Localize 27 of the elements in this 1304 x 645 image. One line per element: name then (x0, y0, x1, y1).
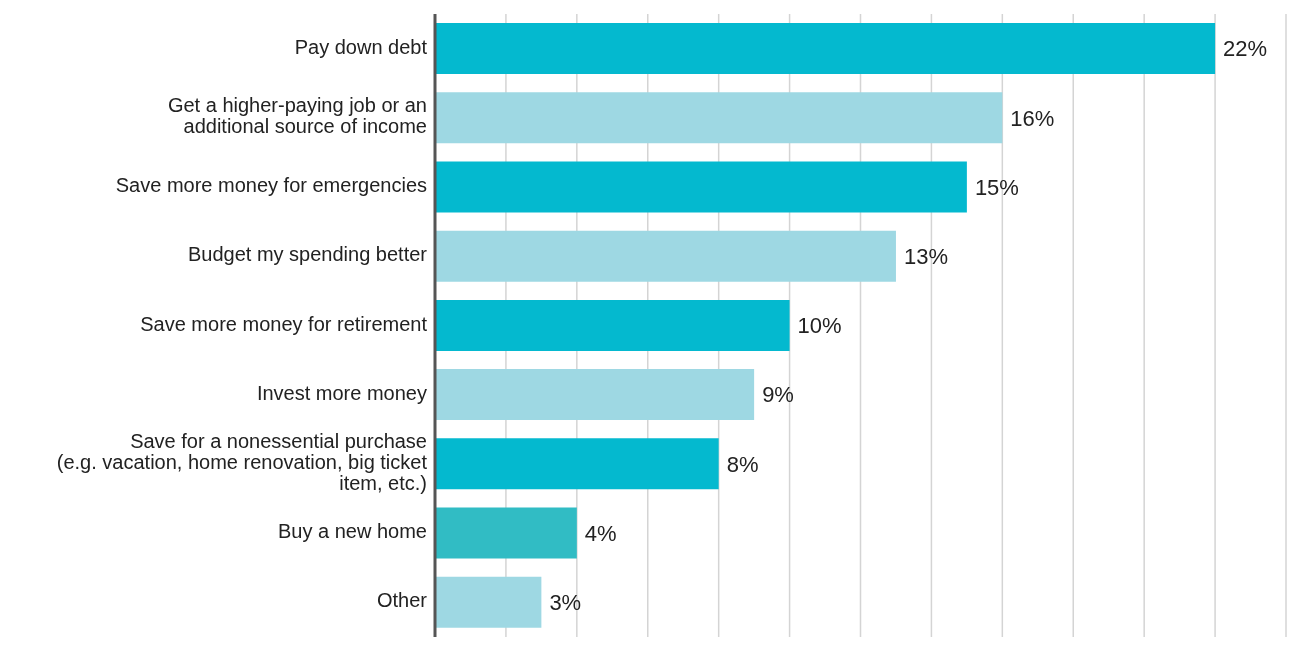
bar (435, 507, 577, 559)
data-label: 13% (903, 243, 949, 269)
y-tick-label: Save more money for retirement (140, 312, 428, 335)
bar (435, 230, 896, 282)
y-tick-label: Budget my spending better (187, 243, 428, 266)
y-tick-label: Invest more money (256, 382, 427, 404)
data-label: 8% (726, 451, 759, 477)
data-label: 4% (584, 520, 617, 546)
y-tick-label: Pay down debt (294, 35, 428, 58)
y-tick-label: Buy a new home (278, 520, 427, 543)
bar (435, 438, 719, 490)
y-tick-label: Other (376, 589, 428, 612)
bar (435, 92, 1003, 144)
y-tick-label: Save for a nonessential purchase (e.g. vacation, home renovation, big ticket item, etc.) (56, 430, 428, 495)
data-label: 3% (549, 590, 582, 616)
bar (435, 161, 967, 213)
data-label: 16% (1010, 105, 1055, 131)
bar (435, 299, 790, 351)
data-label: 9% (762, 382, 794, 408)
data-label: 22% (1223, 36, 1268, 62)
y-tick-label: Get a higher-paying job or an additional source of income (167, 94, 427, 138)
bar (435, 23, 1216, 74)
y-tick-label: Save more money for emergencies (115, 174, 427, 197)
bar (435, 369, 755, 421)
data-label: 15% (974, 174, 1019, 200)
data-label: 10% (797, 313, 842, 339)
bar (435, 576, 542, 628)
